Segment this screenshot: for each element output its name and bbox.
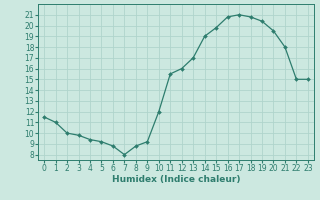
X-axis label: Humidex (Indice chaleur): Humidex (Indice chaleur) — [112, 175, 240, 184]
